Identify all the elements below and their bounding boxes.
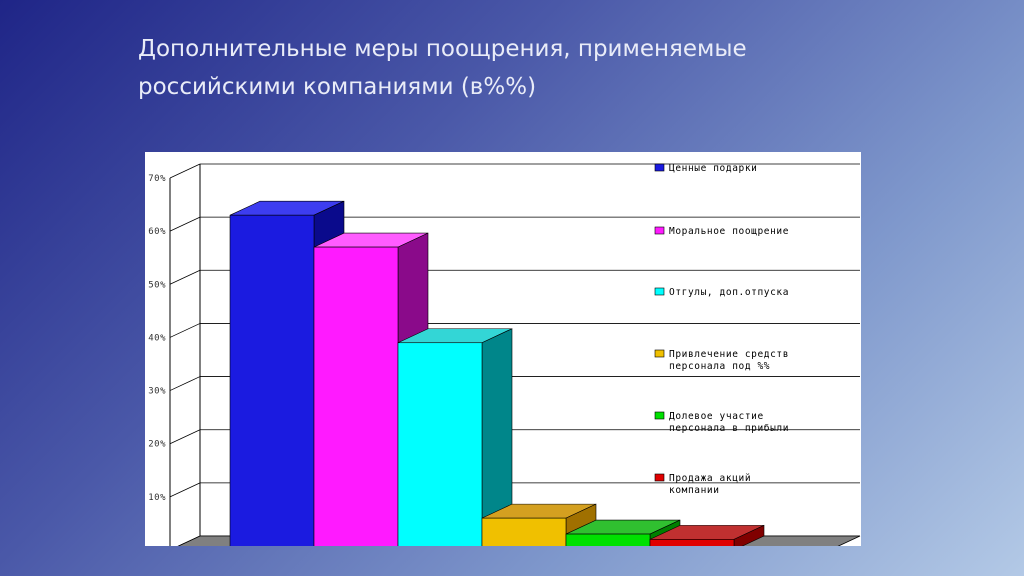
y-tick-label-4: 40% (148, 333, 166, 343)
side-gridline-7 (169, 163, 201, 179)
legend-label-4-line2: персонала в прибыли (669, 423, 789, 434)
y-tick-label-5: 50% (148, 280, 166, 290)
bar-front-5 (649, 539, 735, 546)
side-gridline-2 (169, 429, 201, 445)
bar-front-0 (229, 214, 315, 546)
legend-label-5: Продажа акций (669, 473, 751, 484)
legend-label-0: Ценные подарки (669, 163, 757, 174)
slide-title: Дополнительные меры поощрения, применяем… (138, 30, 858, 106)
side-gridline-1 (169, 482, 201, 498)
legend-label-2: Отгулы, доп.отпуска (669, 287, 789, 298)
chart-panel: 0%10%20%30%40%50%60%70%Ценные подаркиМор… (145, 152, 861, 546)
y-tick-label-7: 70% (148, 174, 166, 184)
legend-label-3-line2: персонала под %% (669, 361, 770, 372)
title-line-2: российскими компаниями (в%%) (138, 74, 537, 100)
bar-2 (397, 328, 513, 546)
legend-swatch-5 (654, 473, 665, 482)
title-line-1: Дополнительные меры поощрения, применяем… (138, 36, 747, 62)
side-gridline-5 (169, 269, 201, 285)
legend-label-1: Моральное поощрение (669, 226, 789, 237)
legend-swatch-2 (654, 287, 665, 296)
bar-chart: 0%10%20%30%40%50%60%70%Ценные подаркиМор… (148, 163, 861, 546)
y-tick-label-3: 30% (148, 387, 166, 397)
bar-front-3 (481, 517, 567, 546)
bar-5 (649, 524, 765, 546)
bar-front-2 (397, 342, 483, 546)
legend-swatch-0 (654, 163, 665, 172)
legend-swatch-1 (654, 226, 665, 235)
bar-front-1 (313, 246, 399, 546)
legend-label-4: Долевое участие (669, 411, 764, 422)
bar-front-4 (565, 533, 651, 546)
bar-side-5 (733, 524, 765, 546)
y-tick-label-2: 20% (148, 440, 166, 450)
side-gridline-3 (169, 376, 201, 391)
legend-label-3: Привлечение средств (669, 349, 789, 360)
legend-swatch-4 (654, 411, 665, 420)
y-tick-label-6: 60% (148, 227, 166, 237)
legend-label-5-line2: компании (669, 485, 720, 496)
side-gridline-4 (169, 323, 201, 338)
legend-swatch-3 (654, 349, 665, 358)
y-tick-label-1: 10% (148, 493, 166, 503)
side-gridline-6 (169, 216, 201, 232)
